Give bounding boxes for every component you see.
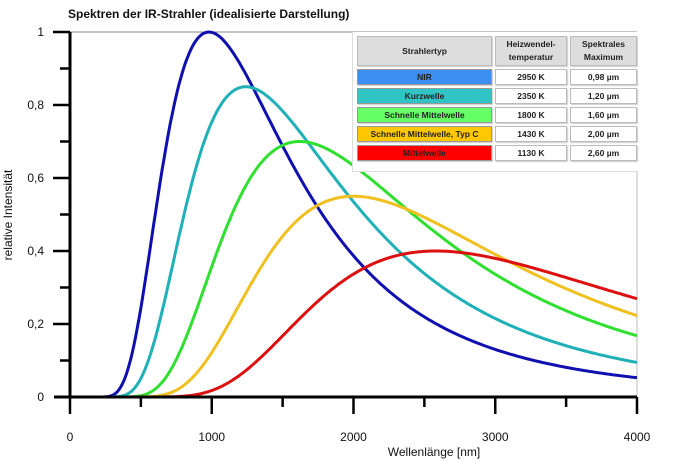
- y-axis-label: relative Intensität: [1, 169, 15, 260]
- legend-maximum: 1,20 µm: [570, 88, 637, 104]
- legend-header-maximum: Spektrales Maximum: [570, 36, 637, 66]
- axes: 0 1000 2000 3000 4000 0 0,2 0,4 0,6 0,8 1: [27, 25, 650, 444]
- legend-row: NIR 2950 K 0,98 µm: [357, 69, 638, 85]
- y-tick-label: 0,8: [27, 98, 44, 112]
- x-tick-label: 4000: [624, 430, 651, 444]
- curves: [98, 30, 638, 399]
- x-axis-label: Wellenlänge [nm]: [388, 445, 481, 459]
- legend-header-temperature: Heizwendel- temperatur: [495, 36, 567, 66]
- y-tick-label: 1: [37, 25, 44, 39]
- legend-temperature: 1800 K: [495, 107, 567, 123]
- series-line-0: [98, 30, 638, 399]
- x-tick-label: 2000: [340, 430, 367, 444]
- legend-swatch-label: Mittelwelle: [357, 145, 492, 161]
- legend-maximum: 2,60 µm: [570, 145, 637, 161]
- legend-temperature: 1430 K: [495, 126, 567, 142]
- y-tick-label: 0,2: [27, 317, 44, 331]
- legend-row: Kurzwelle 2350 K 1,20 µm: [357, 88, 638, 104]
- series-line-2: [98, 140, 638, 399]
- series-line-3: [98, 194, 638, 399]
- x-tick-label: 3000: [482, 430, 509, 444]
- y-tick-label: 0: [37, 390, 44, 404]
- chart-title: Spektren der IR-Strahler (idealisierte D…: [68, 7, 349, 21]
- legend-swatch-label: Schnelle Mittelwelle: [357, 107, 492, 123]
- x-tick-label: 1000: [198, 430, 225, 444]
- legend-maximum: 1,60 µm: [570, 107, 637, 123]
- y-tick-label: 0,4: [27, 244, 44, 258]
- legend-header-type: Strahlertyp: [357, 36, 492, 66]
- legend-row: Schnelle Mittelwelle, Typ C 1430 K 2,00 µm: [357, 126, 638, 142]
- legend-swatch-label: Kurzwelle: [357, 88, 492, 104]
- legend-swatch-label: Schnelle Mittelwelle, Typ C: [357, 126, 492, 142]
- legend-row: Mittelwelle 1130 K 2,60 µm: [357, 145, 638, 161]
- legend-temperature: 2950 K: [495, 69, 567, 85]
- legend-swatch-label: NIR: [357, 69, 492, 85]
- legend-temperature: 1130 K: [495, 145, 567, 161]
- legend-maximum: 0,98 µm: [570, 69, 637, 85]
- series-line-1: [98, 85, 638, 399]
- legend-maximum: 2,00 µm: [570, 126, 637, 142]
- y-tick-label: 0,6: [27, 171, 44, 185]
- legend-row: Schnelle Mittelwelle 1800 K 1,60 µm: [357, 107, 638, 123]
- legend-temperature: 2350 K: [495, 88, 567, 104]
- legend-header-row: Strahlertyp Heizwendel- temperatur Spekt…: [357, 36, 638, 66]
- legend-table: Strahlertyp Heizwendel- temperatur Spekt…: [352, 32, 638, 172]
- x-tick-label: 0: [67, 430, 74, 444]
